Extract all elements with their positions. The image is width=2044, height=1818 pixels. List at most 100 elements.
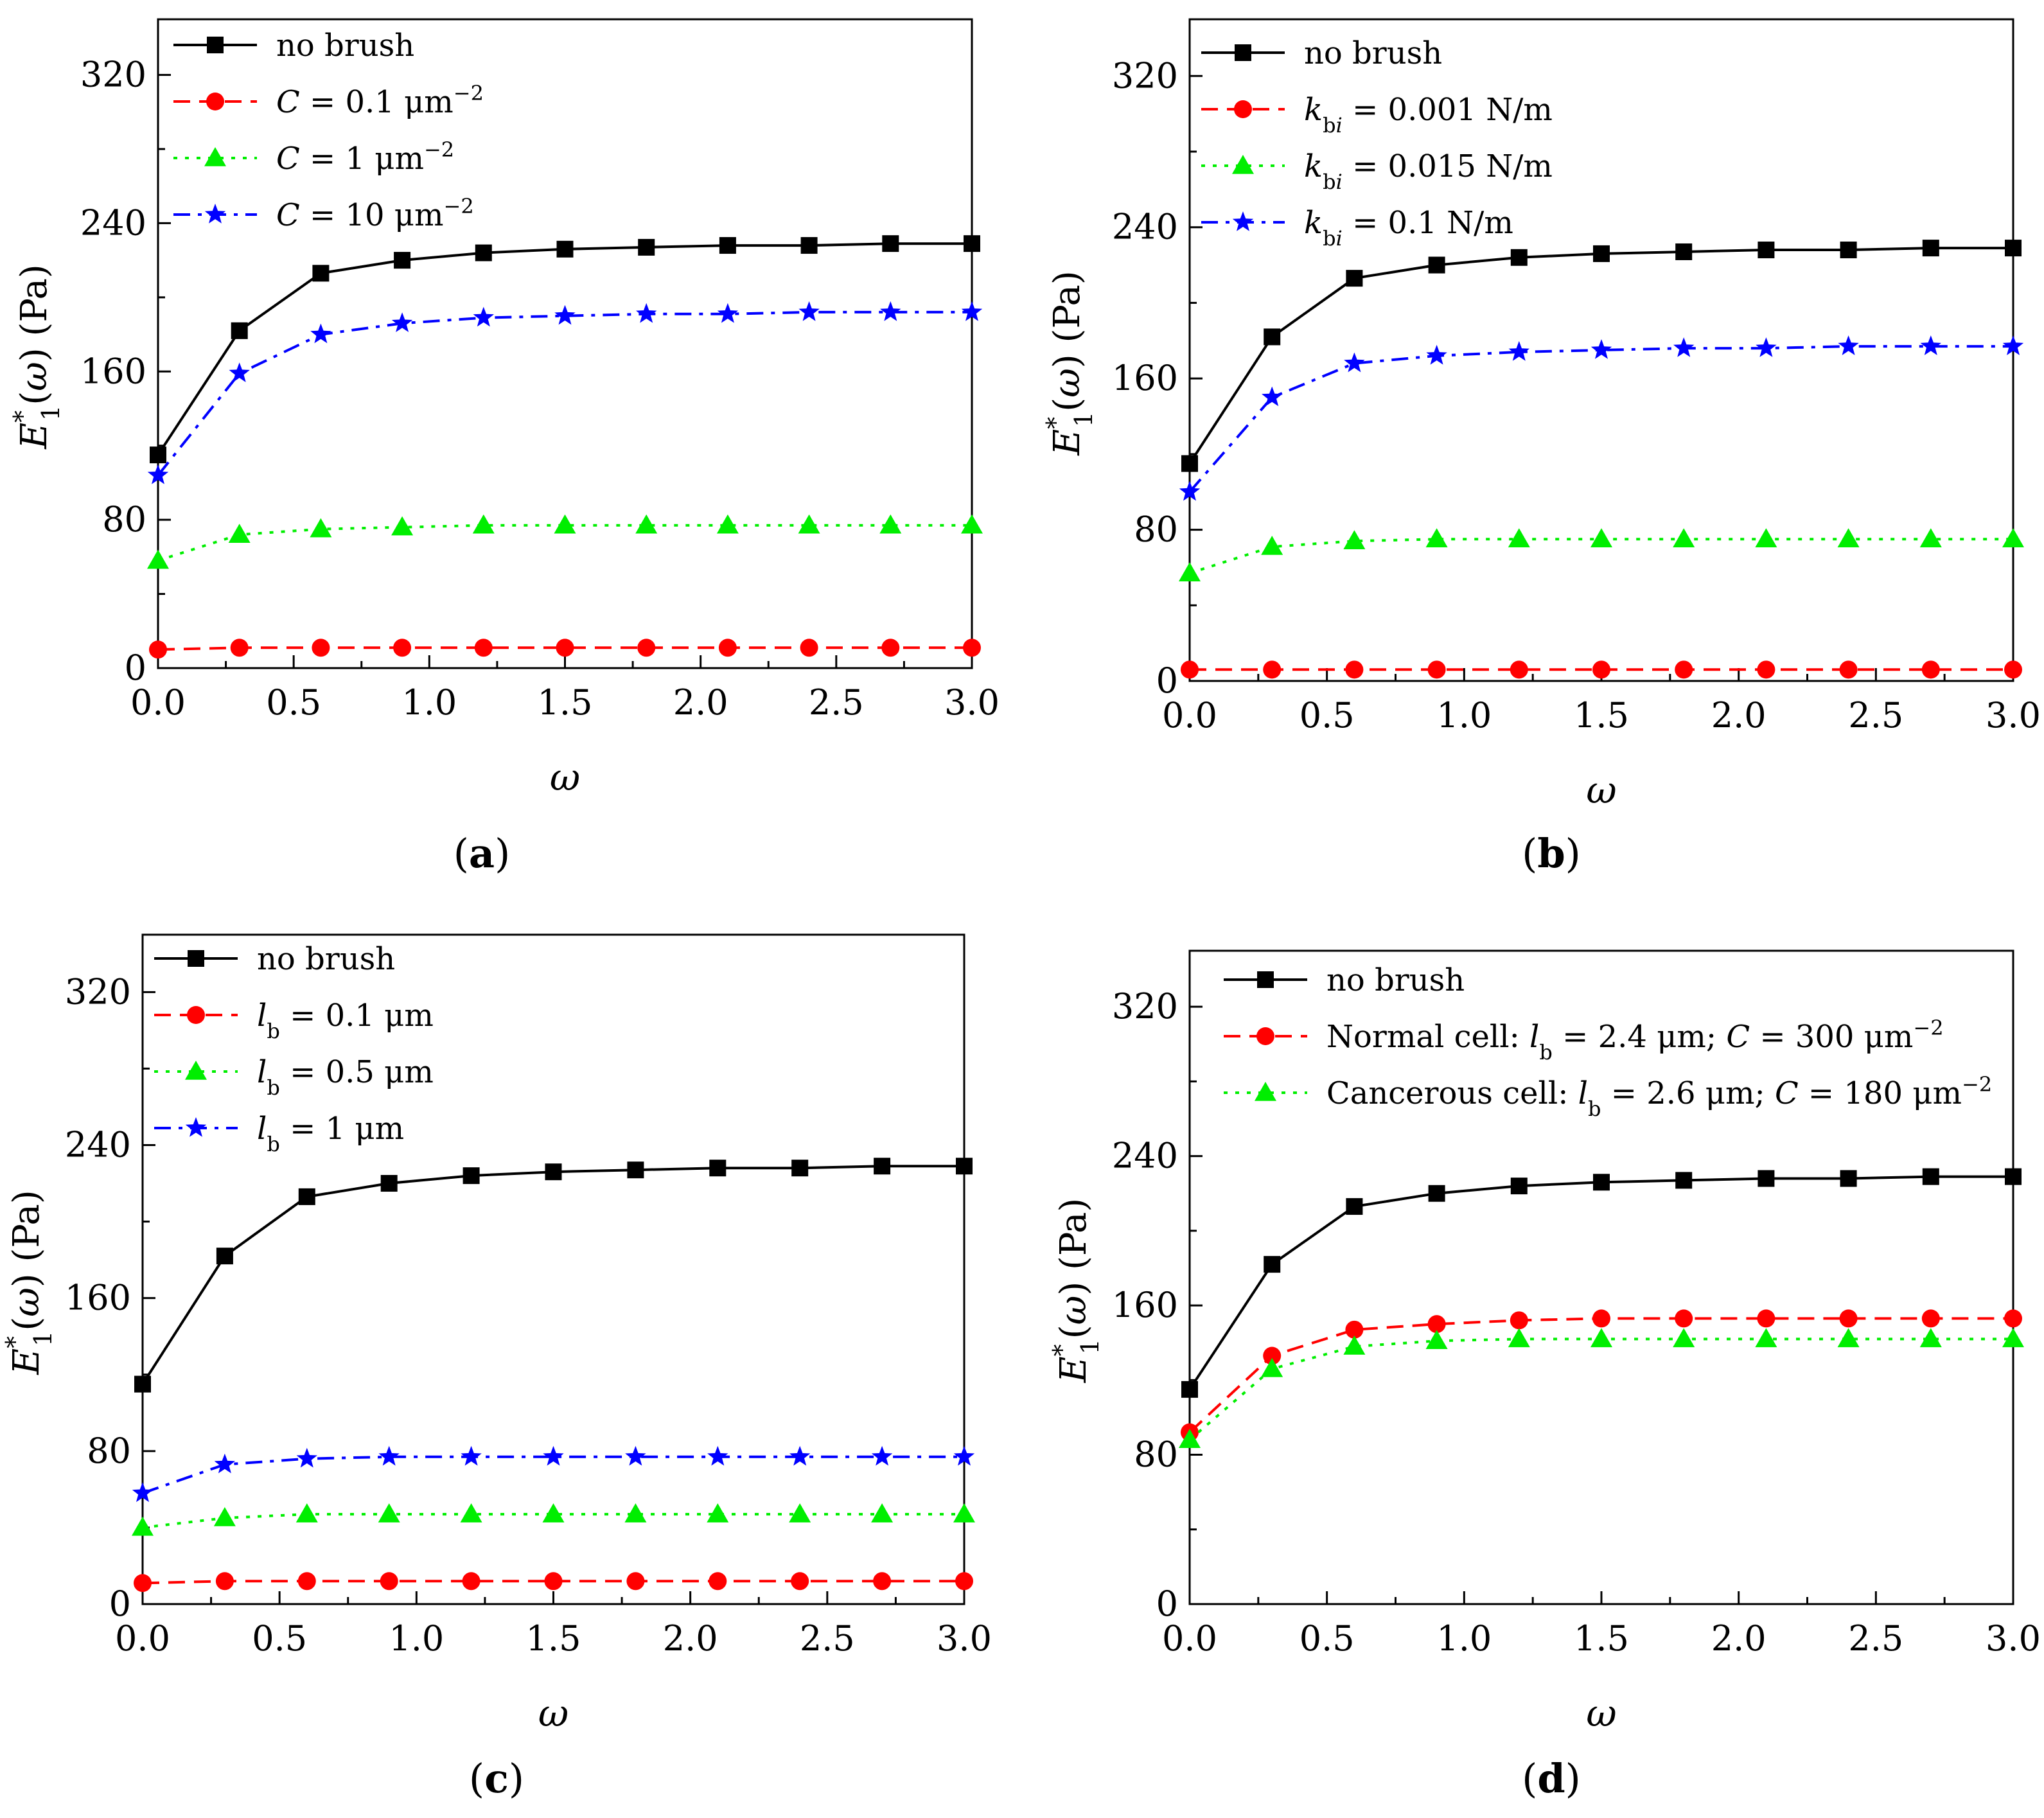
data-point: [1262, 386, 1283, 407]
x-axis-title: ω: [538, 1691, 568, 1735]
data-point: [298, 1188, 315, 1205]
data-point: [1837, 528, 1860, 548]
data-point: [1261, 1357, 1283, 1377]
data-point: [463, 1167, 480, 1185]
y-tick-label: 240: [65, 1124, 131, 1165]
legend-marker: [185, 1061, 207, 1080]
data-point: [391, 312, 413, 332]
data-point: [956, 1158, 973, 1175]
data-point: [626, 1572, 645, 1591]
x-tick-label: 3.0: [944, 682, 1000, 723]
data-point: [378, 1445, 400, 1466]
data-point: [2004, 660, 2022, 679]
data-point: [1922, 240, 1939, 257]
data-point: [1346, 1198, 1363, 1215]
data-point: [1590, 339, 1612, 359]
y-tick-label: 0: [125, 648, 146, 688]
data-point: [636, 303, 657, 323]
data-point: [1921, 1309, 1940, 1328]
data-point: [791, 1160, 809, 1177]
data-point: [2005, 1168, 2022, 1185]
data-point: [460, 1503, 482, 1522]
y-axis-title: E*1(ω) (Pa): [1048, 1198, 1104, 1384]
y-tick-label: 160: [1112, 358, 1178, 398]
data-point: [1425, 1330, 1448, 1350]
data-point: [1427, 660, 1446, 679]
panel-label: (b): [1522, 830, 1581, 877]
data-point: [955, 1572, 973, 1591]
legend-label: C = 10 μm−2: [276, 194, 474, 233]
data-point: [716, 514, 739, 534]
legend-marker: [1235, 44, 1251, 61]
data-point: [1675, 660, 1693, 679]
data-point: [637, 639, 656, 657]
data-point: [964, 235, 980, 252]
x-axis-title: ω: [1586, 1691, 1616, 1735]
data-point: [1343, 530, 1366, 549]
data-point: [2002, 1328, 2024, 1348]
x-tick-label: 0.0: [130, 682, 186, 723]
legend-marker: [1256, 1027, 1274, 1045]
data-point: [717, 303, 739, 323]
data-point: [881, 639, 900, 657]
legend-label: lb = 1 μm: [257, 1111, 404, 1156]
data-point: [800, 237, 818, 254]
x-tick-label: 2.5: [1848, 1618, 1903, 1659]
series-2: C = 1 μm−2: [147, 137, 983, 569]
legend-marker: [188, 950, 204, 967]
x-tick-label: 2.5: [800, 1618, 855, 1659]
chart-panel-d: 0.0 0.5 1.0 1.5 2.0 2.5 3.0 0 80 160 240 320 ω E*1(ω)…: [1048, 949, 2041, 1802]
data-point: [150, 446, 166, 464]
data-point: [231, 322, 248, 339]
legend-label: no brush: [1304, 35, 1442, 71]
data-point: [1839, 660, 1858, 679]
data-point: [1425, 528, 1448, 548]
data-point: [542, 1503, 565, 1522]
series-1: Normal cell: lb = 2.4 μm; C = 300 μm−2: [1181, 1016, 2022, 1442]
y-tick-label: 240: [1112, 1136, 1178, 1176]
data-point: [132, 1516, 154, 1536]
data-point: [228, 524, 251, 543]
legend-label: no brush: [1326, 962, 1465, 998]
x-tick-label: 0.0: [115, 1618, 170, 1659]
data-point: [149, 640, 167, 659]
data-point: [709, 1160, 727, 1177]
data-point: [147, 464, 169, 484]
x-tick-label: 0.5: [252, 1618, 307, 1659]
y-tick-label: 0: [1156, 1584, 1178, 1624]
y-axis-title: E*1(ω) (Pa): [1, 1190, 57, 1375]
data-point: [1837, 1328, 1860, 1348]
data-point: [1510, 1311, 1528, 1330]
y-tick-label: 160: [80, 351, 146, 391]
x-tick-label: 1.5: [526, 1618, 581, 1659]
data-point: [2005, 240, 2022, 257]
data-point: [1592, 1309, 1610, 1328]
data-point: [1508, 528, 1530, 548]
data-point: [1675, 1172, 1693, 1189]
data-point: [1428, 1185, 1445, 1202]
data-point: [961, 301, 983, 321]
x-tick-label: 2.0: [1711, 695, 1766, 736]
y-axis-title: E*1(ω) (Pa): [8, 264, 65, 450]
data-point: [709, 1572, 727, 1591]
data-point: [461, 1445, 482, 1466]
data-point: [1263, 660, 1282, 679]
data-point: [312, 265, 330, 282]
series-line: [142, 1455, 964, 1495]
series-1: lb = 0.1 μm: [134, 998, 973, 1593]
data-point: [1508, 340, 1529, 361]
data-point: [1427, 1315, 1446, 1334]
series-2: Cancerous cell: lb = 2.6 μm; C = 180 μm−…: [1179, 1072, 2024, 1449]
data-point: [1758, 242, 1775, 259]
data-point: [627, 1161, 644, 1179]
y-tick-label: 320: [1112, 55, 1178, 96]
legend-marker: [1255, 1082, 1276, 1101]
data-point: [393, 639, 412, 657]
data-point: [1919, 528, 1942, 548]
data-point: [871, 1503, 894, 1522]
data-point: [1673, 528, 1695, 548]
data-point: [1593, 1174, 1610, 1191]
series-0: no brush: [1181, 962, 2022, 1398]
data-point: [800, 639, 818, 657]
